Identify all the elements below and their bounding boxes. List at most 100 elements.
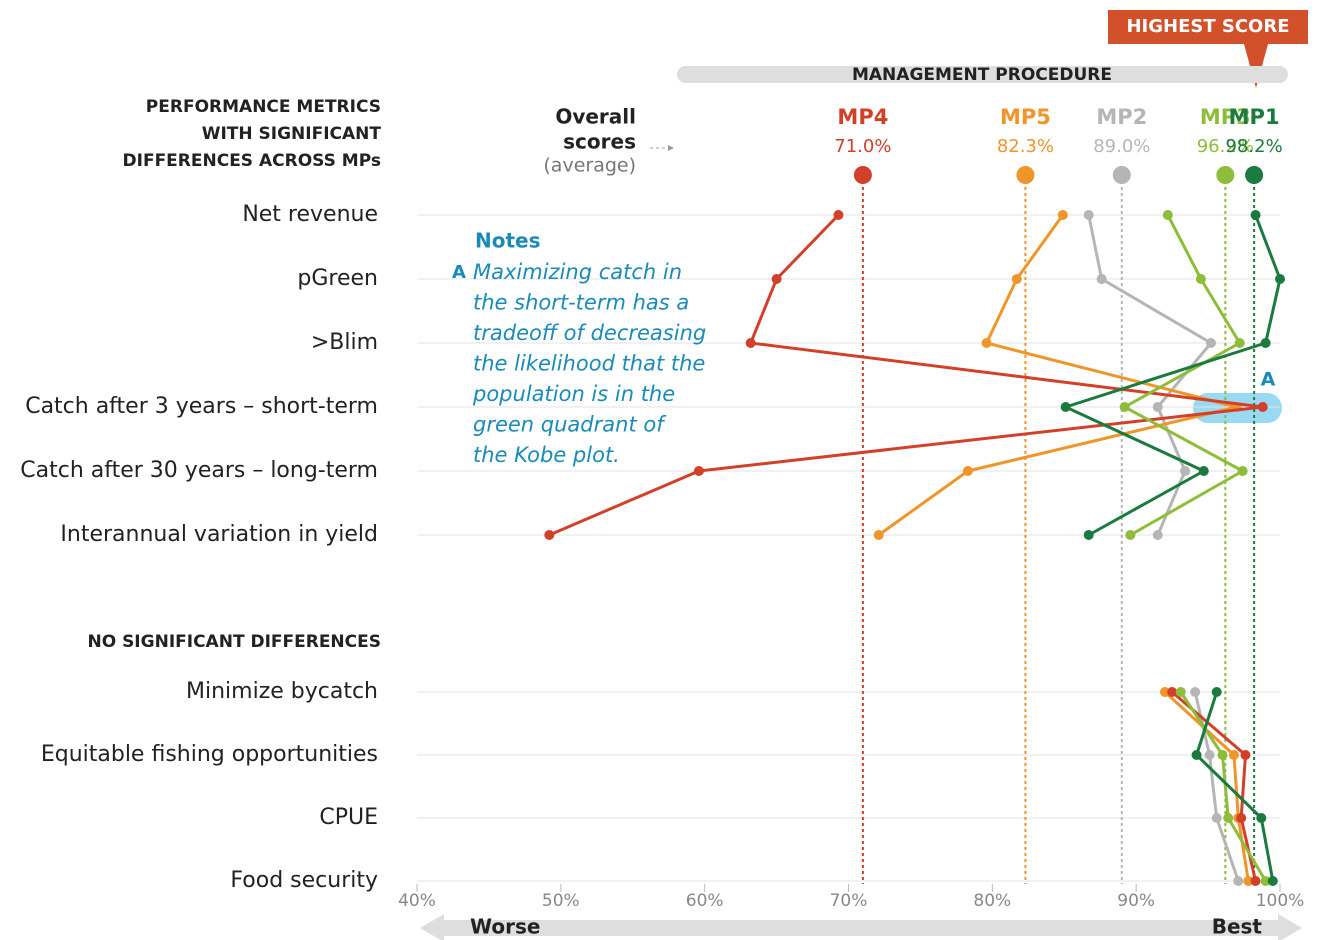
score-label: 71.0%: [834, 136, 891, 157]
score-dot: [1216, 166, 1235, 184]
data-point: [1250, 210, 1261, 220]
data-point: [1233, 876, 1244, 886]
data-point: [833, 210, 844, 220]
data-point: [1190, 687, 1201, 697]
series-line: [1163, 690, 1250, 882]
notes-line: Maximizing catch in: [473, 260, 682, 284]
data-point: [962, 466, 973, 476]
category-label: pGreen: [297, 266, 378, 291]
data-point: [1257, 402, 1268, 412]
data-point: [1250, 876, 1261, 886]
x-tick-label: 70%: [830, 891, 868, 911]
data-point: [981, 338, 992, 348]
category-label: Catch after 3 years – short-term: [25, 394, 378, 419]
category-label: Equitable fishing opportunities: [41, 742, 378, 767]
data-point: [693, 466, 704, 476]
category-label: Food security: [230, 868, 378, 893]
x-tick-label: 80%: [973, 891, 1011, 911]
score-heading: Overall: [555, 105, 636, 129]
notes-line: the Kobe plot.: [473, 443, 620, 467]
data-point: [1119, 402, 1130, 412]
score-dot: [1112, 166, 1131, 184]
data-point: [1159, 687, 1170, 697]
data-point: [1211, 687, 1222, 697]
x-tick-label: 50%: [542, 891, 580, 911]
data-point: [1175, 687, 1186, 697]
data-point: [1228, 750, 1239, 760]
data-point: [1237, 466, 1248, 476]
notes-marker: A: [452, 262, 466, 283]
category-label: >Blim: [311, 330, 378, 355]
x-tick-label: 100%: [1256, 891, 1305, 911]
data-point: [1256, 813, 1267, 823]
legend-label: MP3: [1200, 105, 1251, 129]
x-tick-label: 40%: [398, 891, 436, 911]
data-point: [1152, 402, 1163, 412]
score-label: 96.2%: [1197, 136, 1254, 157]
axis-arrow-left: [420, 914, 444, 940]
score-label: 89.0%: [1093, 136, 1150, 157]
section-title: DIFFERENCES ACROSS MPs: [123, 151, 381, 171]
data-point: [1083, 210, 1094, 220]
category-label: Catch after 30 years – long-term: [20, 458, 378, 483]
data-point: [771, 274, 782, 284]
data-point: [1275, 274, 1285, 284]
series-line: [1064, 214, 1282, 537]
data-point: [1191, 750, 1202, 760]
data-point: [1180, 466, 1191, 476]
data-point: [1125, 530, 1136, 540]
axis-header: MANAGEMENT PROCEDURE: [852, 65, 1112, 85]
data-point: [1198, 466, 1209, 476]
notes-line: the likelihood that the: [473, 352, 705, 376]
score-dot: [853, 166, 872, 184]
section-title: PERFORMANCE METRICS: [146, 97, 381, 117]
legend-label: MP4: [837, 105, 888, 129]
data-point: [1204, 750, 1215, 760]
score-label: 98.2%: [1226, 136, 1283, 157]
data-point: [1217, 750, 1228, 760]
data-point: [1243, 876, 1254, 886]
score-subheading: (average): [543, 155, 636, 177]
data-point: [1267, 876, 1278, 886]
score-dot: [1245, 166, 1264, 184]
x-tick-label: 90%: [1117, 891, 1155, 911]
notes-line: tradeoff of decreasing: [473, 321, 706, 345]
category-label: Interannual variation in yield: [60, 522, 378, 547]
series-line: [877, 214, 1239, 537]
notes-line: the short-term has a: [473, 291, 689, 315]
arrow-head: [668, 145, 674, 151]
data-point: [1205, 338, 1216, 348]
series-line: [1193, 691, 1240, 882]
score-dot: [1016, 166, 1035, 184]
data-point: [1152, 530, 1163, 540]
data-point: [1057, 210, 1068, 220]
x-tick-label: 60%: [686, 891, 724, 911]
data-point: [1195, 274, 1206, 284]
legend-label: MP2: [1096, 105, 1147, 129]
notes-title: Notes: [475, 229, 541, 253]
legend-label: MP5: [1000, 105, 1051, 129]
axis-header-bar: [677, 66, 1288, 83]
section-title: NO SIGNIFICANT DIFFERENCES: [87, 632, 381, 652]
banner-box: [1108, 10, 1308, 44]
notes-line: population is in the: [472, 382, 675, 406]
section-title: WITH SIGNIFICANT: [202, 124, 382, 144]
banner: HIGHEST SCORE: [1126, 16, 1289, 37]
notes-line: green quadrant of: [473, 413, 667, 437]
series-line: [548, 213, 1265, 537]
data-point: [1211, 813, 1222, 823]
category-label: Minimize bycatch: [186, 679, 378, 704]
category-label: Net revenue: [242, 202, 378, 227]
data-point: [1167, 687, 1178, 697]
data-point: [1096, 274, 1107, 284]
data-point: [1162, 210, 1173, 220]
score-label: 82.3%: [997, 136, 1054, 157]
legend-label: MP1: [1229, 105, 1280, 129]
series-line: [1123, 214, 1245, 537]
data-point: [745, 338, 756, 348]
data-point: [1240, 750, 1251, 760]
category-label: CPUE: [319, 805, 378, 830]
data-point: [544, 530, 555, 540]
data-point: [1011, 274, 1022, 284]
